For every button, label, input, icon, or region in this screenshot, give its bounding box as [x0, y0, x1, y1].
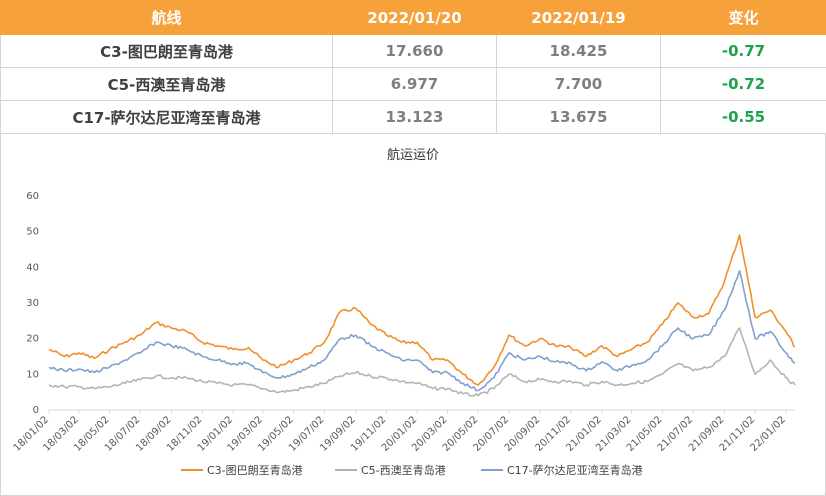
- header-date-2: 2022/01/19: [496, 0, 661, 35]
- y-axis: 0 10 20 30 40 50 60: [26, 191, 39, 416]
- change-cell: -0.55: [660, 100, 826, 134]
- freight-rate-table: 航线 2022/01/20 2022/01/19 变化 C3-图巴朗至青岛港 1…: [0, 0, 826, 134]
- series-line: [48, 234, 796, 386]
- rate-cell: 17.660: [332, 34, 497, 68]
- change-cell: -0.77: [660, 34, 826, 68]
- x-axis: 18/01/0218/03/0218/05/0218/07/0218/09/02…: [12, 410, 788, 454]
- route-cell: C17-萨尔达尼亚湾至青岛港: [0, 100, 333, 134]
- y-tick-label: 20: [26, 334, 39, 345]
- series-line: [48, 270, 796, 392]
- table-row: C17-萨尔达尼亚湾至青岛港 13.123 13.675 -0.55: [0, 100, 826, 134]
- freight-chart: 航运运价 0 10 20 30 40 50 60 18/01/02 18/03/02 18/05…: [0, 133, 826, 496]
- legend-label: C17-萨尔达尼亚湾至青岛港: [507, 463, 643, 477]
- legend-label: C5-西澳至青岛港: [361, 463, 446, 477]
- legend: C3-图巴朗至青岛港 C5-西澳至青岛港 C17-萨尔达尼亚湾至青岛港: [181, 463, 643, 477]
- series-line: [48, 327, 796, 397]
- table-header-row: 航线 2022/01/20 2022/01/19 变化: [0, 0, 826, 35]
- y-tick-label: 10: [26, 369, 39, 380]
- y-tick-label: 0: [33, 405, 39, 416]
- y-tick-label: 60: [26, 191, 39, 202]
- route-cell: C3-图巴朗至青岛港: [0, 34, 333, 68]
- rate-cell: 13.123: [332, 100, 497, 134]
- chart-title: 航运运价: [387, 147, 439, 163]
- y-tick-label: 50: [26, 227, 39, 238]
- rate-cell: 18.425: [496, 34, 661, 68]
- rate-cell: 13.675: [496, 100, 661, 134]
- series-lines: [48, 234, 796, 397]
- header-date-1: 2022/01/20: [332, 0, 497, 35]
- rate-cell: 6.977: [332, 67, 497, 101]
- change-cell: -0.72: [660, 67, 826, 101]
- y-tick-label: 40: [26, 262, 39, 273]
- table-row: C5-西澳至青岛港 6.977 7.700 -0.72: [0, 67, 826, 101]
- rate-cell: 7.700: [496, 67, 661, 101]
- y-tick-label: 30: [26, 298, 39, 309]
- table-row: C3-图巴朗至青岛港 17.660 18.425 -0.77: [0, 34, 826, 68]
- route-cell: C5-西澳至青岛港: [0, 67, 333, 101]
- legend-label: C3-图巴朗至青岛港: [207, 463, 303, 477]
- header-route: 航线: [0, 0, 333, 35]
- header-change: 变化: [660, 0, 826, 35]
- chart-svg: 航运运价 0 10 20 30 40 50 60 18/01/0218/03/0218/05…: [12, 147, 796, 477]
